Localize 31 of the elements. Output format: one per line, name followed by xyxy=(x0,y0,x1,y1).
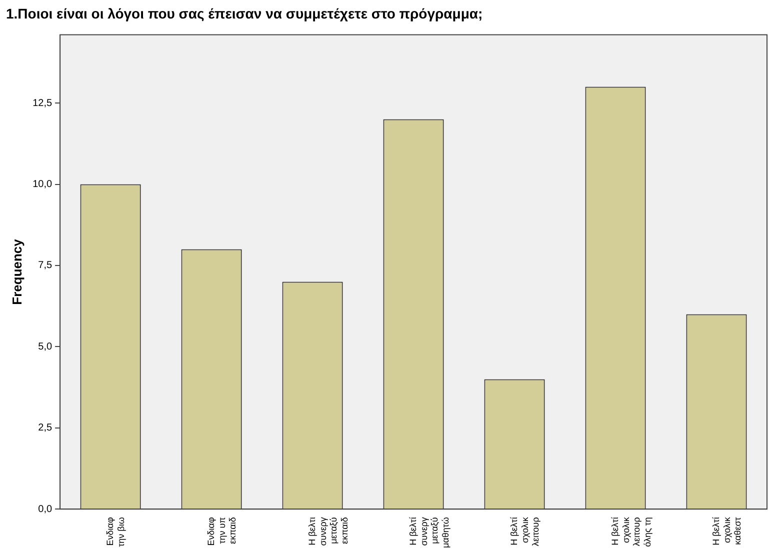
y-axis-title: Frequency xyxy=(9,238,24,305)
category-label: την υπ xyxy=(216,517,227,544)
category-label: Η βελτι xyxy=(307,517,318,546)
category-label: μεταξύ xyxy=(430,517,440,544)
y-tick-label: 2,5 xyxy=(38,422,52,434)
category-label: σχολικ xyxy=(620,517,631,544)
y-tick-label: 10,0 xyxy=(32,179,52,190)
chart-title: 1.Ποιοι είναι οι λόγοι που σας έπεισαν να συμμετέχετε στο πρόγραμμα; xyxy=(6,5,483,22)
category-label: καθεστ xyxy=(732,517,743,545)
category-label: συνεργ xyxy=(418,517,429,546)
category-label: σχολικ xyxy=(520,517,530,544)
category-label: εκπαιδ xyxy=(339,517,350,544)
y-tick-label: 5,0 xyxy=(38,341,52,352)
category-label: συνεργ xyxy=(318,517,328,546)
category-label: Η βελτί xyxy=(710,517,721,546)
y-tick-label: 12,5 xyxy=(32,98,52,109)
category-label: Η βελτί xyxy=(509,517,520,546)
category-label: Ενδιαφ xyxy=(206,517,216,546)
category-label: μεταξύ xyxy=(328,517,339,544)
category-label: εκπαιδ xyxy=(228,517,238,544)
category-label: σχολικ xyxy=(722,517,732,544)
category-label: την βιω xyxy=(116,517,126,547)
category-label: όλης τη xyxy=(642,517,652,547)
category-label: Ενδιαφ xyxy=(105,517,116,546)
y-tick-label: 0,0 xyxy=(38,504,52,515)
category-label: λειτουρ xyxy=(530,517,541,546)
category-label: Η βελτί xyxy=(610,517,620,546)
y-tick-label: 7,5 xyxy=(38,260,52,272)
category-label: Η βελτί xyxy=(408,517,418,546)
category-label: μαθητώ xyxy=(440,517,450,548)
category-label: λειτουρ xyxy=(632,517,642,546)
